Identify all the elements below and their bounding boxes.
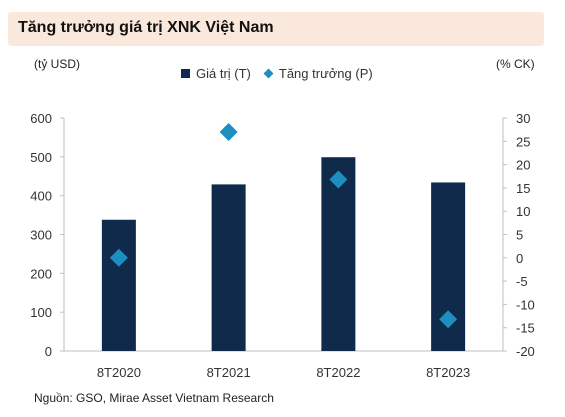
right-tick-label: 30	[516, 111, 530, 126]
right-tick-label: 5	[516, 228, 523, 243]
left-tick-label: 0	[45, 344, 52, 359]
growth-marker	[329, 170, 348, 189]
right-tick-label: -15	[516, 321, 535, 336]
right-tick-label: -20	[516, 344, 535, 359]
x-tick-label: 8T2022	[316, 365, 360, 380]
left-tick-label: 100	[30, 305, 52, 320]
bar	[321, 157, 356, 351]
growth-marker	[219, 122, 238, 141]
right-tick-label: 15	[516, 181, 530, 196]
bar	[101, 219, 136, 351]
left-tick-label: 200	[30, 266, 52, 281]
left-tick-label: 400	[30, 189, 52, 204]
chart-title: Tăng trưởng giá trị XNK Việt Nam	[18, 19, 274, 36]
right-tick-label: 0	[516, 251, 523, 266]
x-tick-label: 8T2023	[426, 365, 470, 380]
right-axis-unit: (% CK)	[496, 57, 535, 71]
bar	[211, 184, 246, 351]
x-tick-label: 8T2020	[97, 365, 141, 380]
left-tick-label: 600	[30, 111, 52, 126]
legend-growth-label: Tăng trưởng (P)	[278, 66, 373, 81]
legend-bar-swatch	[181, 69, 190, 78]
right-tick-label: -5	[516, 274, 528, 289]
right-tick-label: -10	[516, 297, 535, 312]
legend: Giá trị (T) Tăng trưởng (P)	[181, 66, 373, 81]
source-note: Nguồn: GSO, Mirae Asset Vietnam Research	[34, 391, 274, 405]
growth-marker	[109, 248, 128, 267]
x-tick-label: 8T2021	[207, 365, 251, 380]
right-tick-label: 20	[516, 158, 530, 173]
left-tick-label: 500	[30, 150, 52, 165]
left-tick-label: 300	[30, 228, 52, 243]
title-bar: Tăng trưởng giá trị XNK Việt Nam	[8, 12, 544, 46]
growth-marker	[439, 310, 458, 329]
left-axis-unit: (tỷ USD)	[34, 57, 80, 71]
right-tick-label: 25	[516, 134, 530, 149]
right-tick-label: 10	[516, 204, 530, 219]
legend-bar-label: Giá trị (T)	[196, 66, 251, 81]
